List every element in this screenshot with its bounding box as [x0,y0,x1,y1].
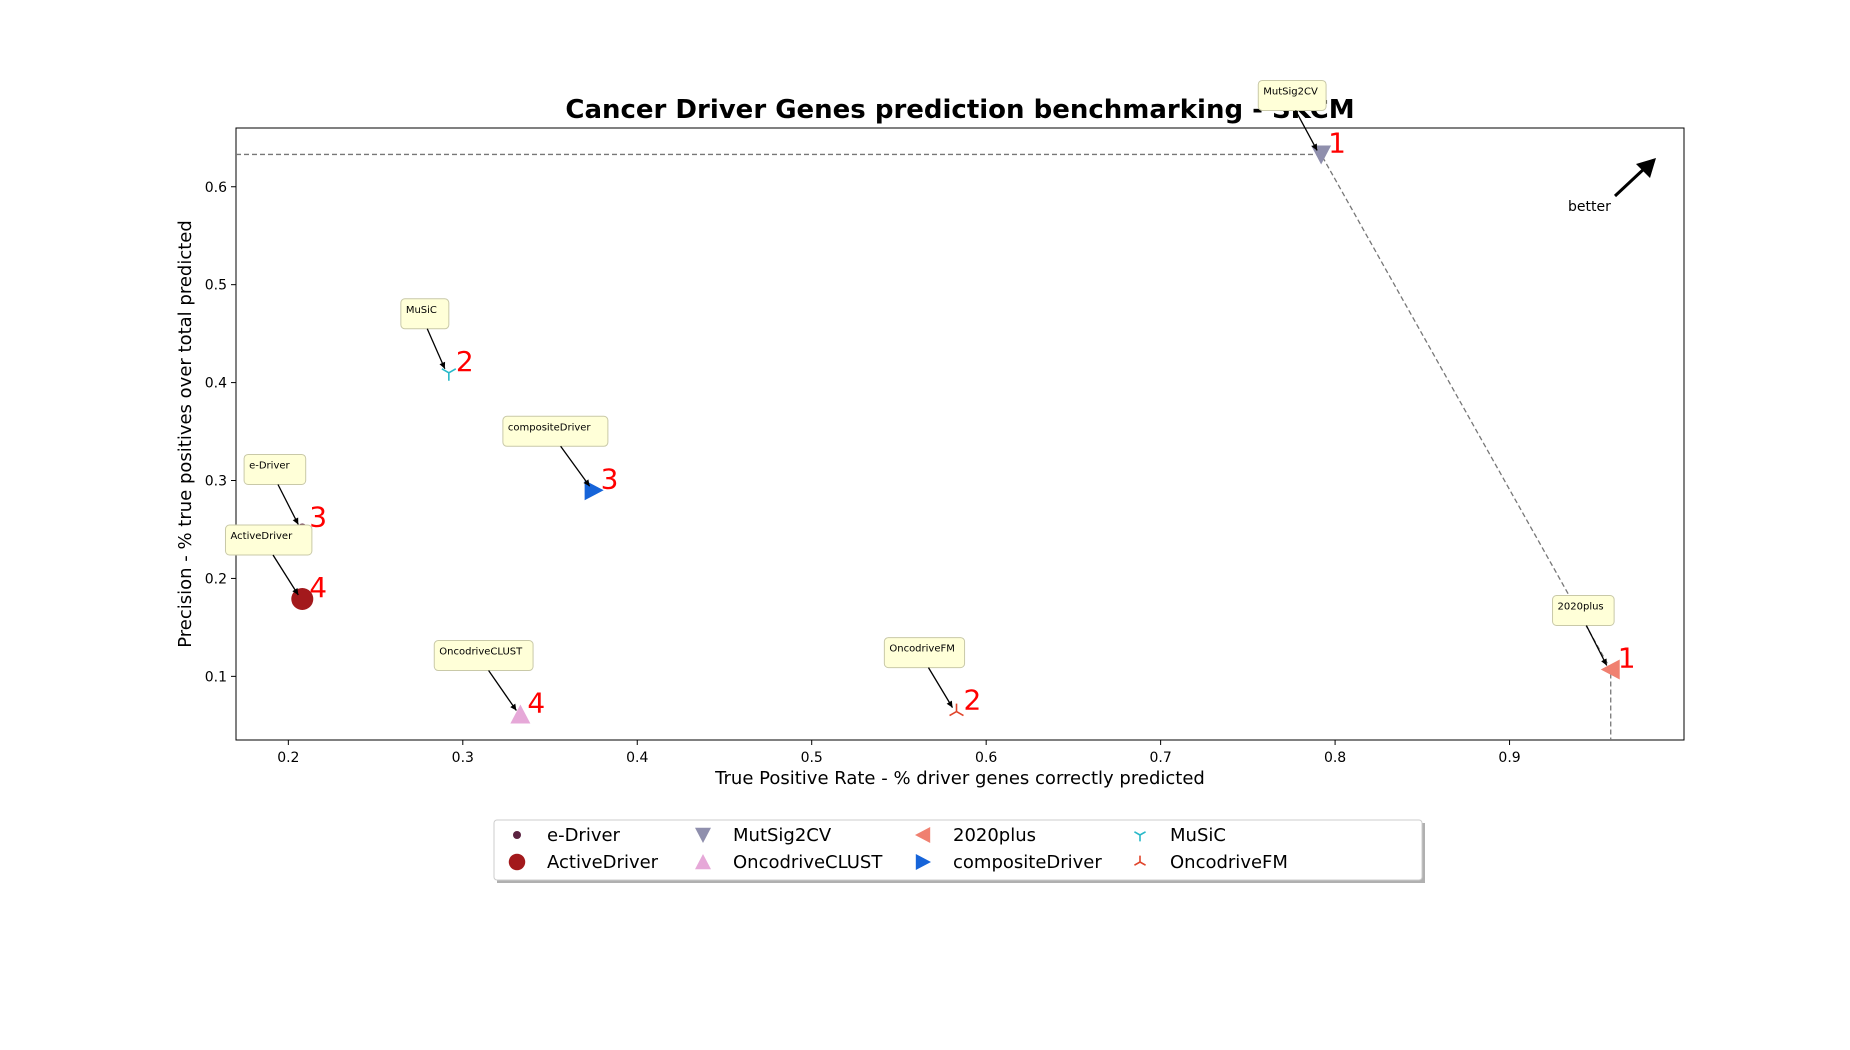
legend: e-Driver ActiveDriver MutSig2CV OncodriveCL… [493,819,1425,883]
data-points [291,145,1620,724]
y-axis-ticks: 0.1 0.2 0.3 0.4 0.5 0.6 [205,180,236,685]
annotation-label: MuSiC [406,305,437,316]
annotation-arrow [560,445,591,487]
y-tick-label: 0.4 [205,376,227,392]
better-indicator: better [1568,158,1656,215]
annotation-box [224,524,313,556]
marker-MuSiC [1134,831,1146,842]
marker-MutSig2CV [1311,145,1332,165]
legend-box [493,819,1423,881]
annotation-box [243,453,307,485]
x-tick-label: 0.3 [452,750,474,766]
y-tick-label: 0.6 [205,180,227,196]
annotation-label: 2020plus [1558,601,1604,612]
plot-frame [235,127,1685,741]
legend-label: OncodriveFM [1170,852,1288,873]
rank-label: 1 [1328,126,1346,159]
marker-OncodriveCLUST [695,854,711,870]
point-annotations: e-Driver 3 ActiveDriver 4 MutSig2CV 1 Oncodriv… [224,79,1636,720]
x-tick-label: 0.4 [626,750,648,766]
x-axis-label: True Positive Rate - % driver genes corr… [714,768,1205,789]
marker-OncodriveFM [949,703,964,717]
marker-MutSig2CV [695,827,711,843]
rank-label: 2 [964,684,982,717]
annotation-box [1552,594,1615,626]
legend-label: 2020plus [953,825,1036,846]
legend-label: MuSiC [1170,825,1226,846]
x-tick-label: 0.7 [1149,750,1171,766]
marker-2020plus [915,827,931,843]
legend-label: OncodriveCLUST [733,852,883,873]
annotation-label: e-Driver [249,460,290,471]
annotation-box [883,637,966,669]
annotation-arrow [927,667,954,708]
marker-ActiveDriver [508,853,526,871]
marker-2020plus [1600,659,1620,680]
y-axis-label: Precision - % true positives over total … [175,220,196,648]
annotation-box [502,415,609,447]
marker-compositeDriver [915,854,931,870]
annotation-arrow [1294,110,1318,151]
chart-title: Cancer Driver Genes prediction benchmark… [565,95,1354,125]
pareto-front [236,153,1612,740]
rank-label: 3 [309,500,327,533]
marker-e-Driver [513,831,521,839]
annotation-box [1257,79,1327,111]
x-tick-label: 0.8 [1324,750,1346,766]
rank-label: 4 [309,571,327,604]
legend-label: e-Driver [547,825,621,846]
x-tick-label: 0.9 [1498,750,1520,766]
annotation-arrowhead [946,700,953,708]
y-tick-label: 0.1 [205,669,227,685]
rank-label: 1 [1618,641,1636,674]
y-tick-label: 0.5 [205,278,227,294]
marker-OncodriveCLUST [510,704,531,724]
legend-label: MutSig2CV [733,825,832,846]
rank-label: 2 [456,345,474,378]
annotation-arrow [277,484,299,525]
annotation-arrowhead [583,479,590,487]
annotation-label: MutSig2CV [1263,86,1318,97]
marker-MuSiC [441,368,457,381]
annotation-box [433,640,534,672]
pareto-front-line [236,153,1612,740]
annotation-arrowhead [1601,658,1607,666]
annotation-label: OncodriveFM [889,644,955,655]
annotation-arrowhead [292,517,299,525]
annotation-arrow [272,554,299,596]
x-tick-label: 0.5 [801,750,823,766]
y-tick-label: 0.3 [205,474,227,490]
annotation-arrowhead [510,703,517,711]
annotation-box [400,298,450,330]
annotation-label: ActiveDriver [230,531,293,542]
better-arrow-icon [1613,165,1648,198]
rank-label: 3 [601,462,619,495]
rank-label: 4 [527,687,545,720]
annotation-arrow [488,670,517,711]
better-label: better [1568,199,1611,215]
annotation-arrow [1585,625,1608,666]
y-tick-label: 0.2 [205,571,227,587]
legend-label: compositeDriver [953,852,1102,873]
annotation-arrowhead [439,361,446,369]
annotation-arrowhead [292,588,299,595]
x-tick-label: 0.6 [975,750,997,766]
x-tick-label: 0.2 [277,750,299,766]
annotation-arrowhead [1311,143,1318,151]
x-axis-ticks: 0.2 0.3 0.4 0.5 0.6 0.7 0.8 0.9 [277,740,1521,766]
better-arrowhead-icon [1636,158,1656,178]
legend-label: ActiveDriver [547,852,659,873]
annotation-arrow [426,328,446,370]
annotation-label: compositeDriver [508,422,592,433]
annotation-label: OncodriveCLUST [439,647,523,658]
marker-OncodriveFM [1134,855,1146,866]
